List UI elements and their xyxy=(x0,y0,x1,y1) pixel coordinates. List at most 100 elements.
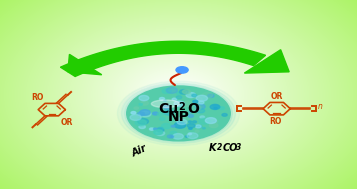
Circle shape xyxy=(170,131,177,135)
Text: OR: OR xyxy=(271,91,283,101)
Circle shape xyxy=(188,115,193,117)
Circle shape xyxy=(186,92,196,98)
Circle shape xyxy=(130,115,141,120)
Text: OR: OR xyxy=(60,118,73,127)
Circle shape xyxy=(148,98,202,126)
Circle shape xyxy=(152,100,199,125)
Circle shape xyxy=(160,118,165,120)
Circle shape xyxy=(165,107,189,119)
Circle shape xyxy=(129,88,217,134)
Circle shape xyxy=(162,89,171,94)
Circle shape xyxy=(196,95,207,101)
Circle shape xyxy=(164,110,174,115)
Circle shape xyxy=(160,98,165,100)
Circle shape xyxy=(176,67,188,73)
Circle shape xyxy=(155,101,197,123)
Circle shape xyxy=(136,91,212,131)
Circle shape xyxy=(198,101,204,104)
Circle shape xyxy=(157,102,196,123)
Circle shape xyxy=(200,116,205,118)
Circle shape xyxy=(124,85,222,137)
Circle shape xyxy=(170,136,174,138)
Circle shape xyxy=(194,97,202,101)
Circle shape xyxy=(154,130,162,135)
Circle shape xyxy=(153,112,158,115)
Circle shape xyxy=(187,133,198,139)
Circle shape xyxy=(205,118,216,123)
Circle shape xyxy=(164,106,190,120)
Circle shape xyxy=(132,89,215,133)
Circle shape xyxy=(139,103,142,105)
Ellipse shape xyxy=(151,100,180,108)
Circle shape xyxy=(138,92,210,131)
Text: 2: 2 xyxy=(217,143,222,152)
Circle shape xyxy=(150,128,154,130)
Circle shape xyxy=(192,121,197,123)
Circle shape xyxy=(140,110,150,115)
Circle shape xyxy=(166,88,177,93)
Circle shape xyxy=(188,133,192,135)
Circle shape xyxy=(128,87,218,135)
Circle shape xyxy=(140,111,151,117)
Circle shape xyxy=(122,84,223,137)
Circle shape xyxy=(187,124,195,128)
Circle shape xyxy=(212,121,216,123)
Circle shape xyxy=(208,94,214,98)
Text: K: K xyxy=(208,143,216,153)
Circle shape xyxy=(189,128,192,129)
Circle shape xyxy=(125,85,221,136)
Circle shape xyxy=(139,95,149,101)
Circle shape xyxy=(144,95,206,128)
Polygon shape xyxy=(68,54,102,75)
Circle shape xyxy=(167,107,188,118)
Circle shape xyxy=(202,128,205,129)
Circle shape xyxy=(202,92,213,98)
Circle shape xyxy=(197,108,205,113)
Polygon shape xyxy=(245,50,289,73)
Circle shape xyxy=(199,118,210,124)
Circle shape xyxy=(179,90,188,94)
Circle shape xyxy=(161,104,192,121)
Circle shape xyxy=(147,97,203,127)
Circle shape xyxy=(141,101,149,105)
Circle shape xyxy=(145,96,205,128)
Text: CO: CO xyxy=(223,143,238,153)
Circle shape xyxy=(131,112,136,114)
Circle shape xyxy=(154,101,198,124)
Circle shape xyxy=(141,94,208,129)
Circle shape xyxy=(190,105,201,111)
Circle shape xyxy=(151,99,200,125)
Circle shape xyxy=(213,105,219,108)
Circle shape xyxy=(174,111,182,115)
Circle shape xyxy=(121,83,236,144)
Text: Air: Air xyxy=(130,143,149,158)
Circle shape xyxy=(177,113,180,114)
Circle shape xyxy=(176,96,182,99)
Circle shape xyxy=(154,128,157,130)
Circle shape xyxy=(134,90,214,132)
Circle shape xyxy=(163,105,170,109)
Circle shape xyxy=(195,104,205,109)
Circle shape xyxy=(135,91,213,132)
Circle shape xyxy=(212,120,218,123)
Text: 3: 3 xyxy=(236,143,242,152)
Circle shape xyxy=(174,101,184,106)
Circle shape xyxy=(157,128,164,132)
Circle shape xyxy=(177,92,182,95)
Circle shape xyxy=(179,118,182,119)
Circle shape xyxy=(134,107,139,109)
Circle shape xyxy=(158,103,195,122)
Circle shape xyxy=(176,112,181,115)
Text: RO: RO xyxy=(269,117,282,126)
Circle shape xyxy=(185,136,188,137)
Circle shape xyxy=(186,92,190,94)
Circle shape xyxy=(174,122,186,128)
Circle shape xyxy=(139,93,209,130)
Circle shape xyxy=(197,125,202,128)
Circle shape xyxy=(195,125,201,128)
Text: 2: 2 xyxy=(178,101,185,112)
Circle shape xyxy=(182,101,193,107)
Circle shape xyxy=(126,86,220,136)
Circle shape xyxy=(195,130,199,132)
Circle shape xyxy=(214,107,217,109)
